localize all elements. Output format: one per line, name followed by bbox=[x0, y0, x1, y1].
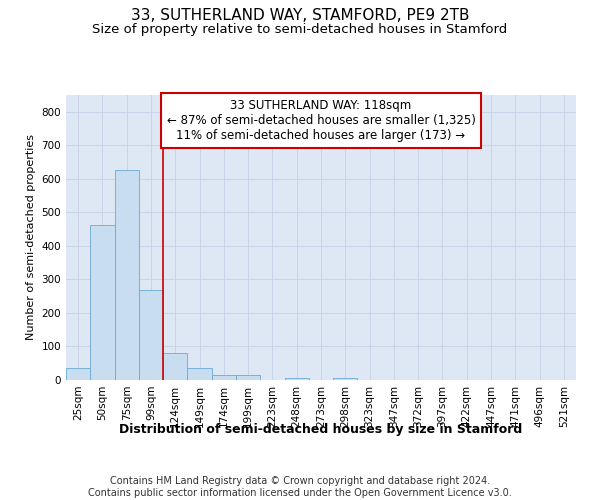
Bar bbox=[212, 375, 236, 380]
Bar bbox=[90, 225, 115, 380]
Text: 33 SUTHERLAND WAY: 118sqm
← 87% of semi-detached houses are smaller (1,325)
11% : 33 SUTHERLAND WAY: 118sqm ← 87% of semi-… bbox=[167, 100, 475, 142]
Bar bbox=[284, 378, 309, 380]
Bar bbox=[115, 170, 139, 380]
Bar bbox=[66, 368, 90, 380]
Bar bbox=[187, 368, 212, 380]
Text: Size of property relative to semi-detached houses in Stamford: Size of property relative to semi-detach… bbox=[92, 22, 508, 36]
Bar bbox=[139, 290, 163, 380]
Text: 33, SUTHERLAND WAY, STAMFORD, PE9 2TB: 33, SUTHERLAND WAY, STAMFORD, PE9 2TB bbox=[131, 8, 469, 22]
Text: Distribution of semi-detached houses by size in Stamford: Distribution of semi-detached houses by … bbox=[119, 422, 523, 436]
Bar bbox=[333, 378, 358, 380]
Bar bbox=[163, 353, 187, 380]
Y-axis label: Number of semi-detached properties: Number of semi-detached properties bbox=[26, 134, 36, 340]
Bar bbox=[236, 375, 260, 380]
Text: Contains HM Land Registry data © Crown copyright and database right 2024.
Contai: Contains HM Land Registry data © Crown c… bbox=[88, 476, 512, 498]
